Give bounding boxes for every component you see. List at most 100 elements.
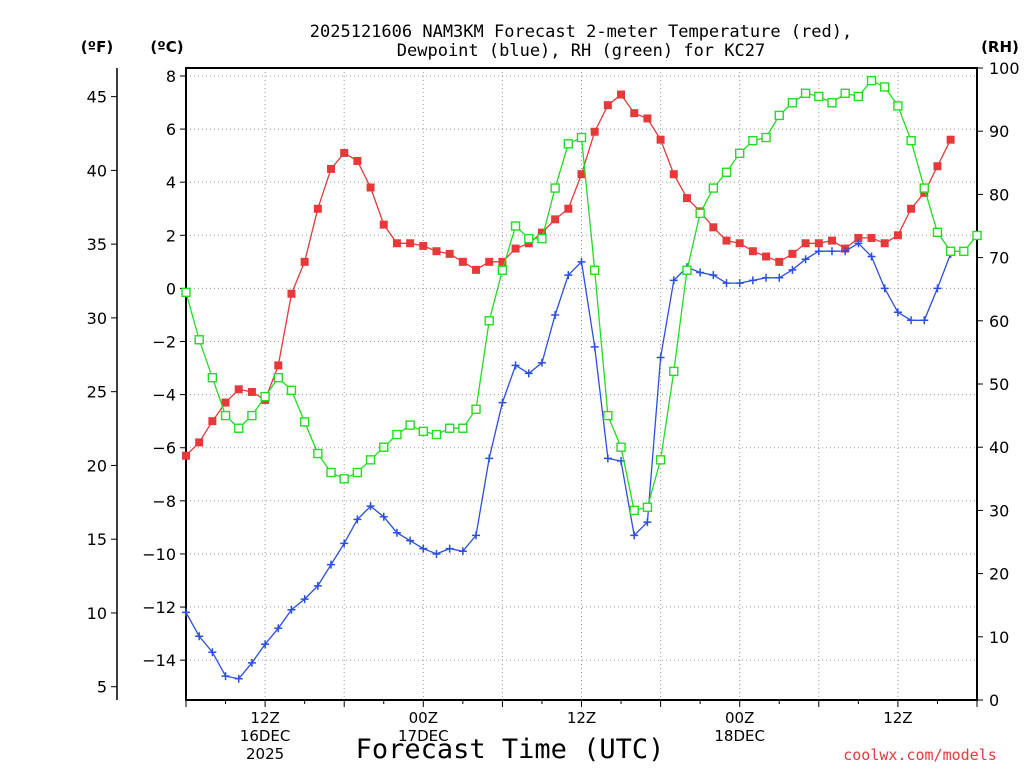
- temperature-point: [537, 228, 546, 237]
- dewpoint-point: [564, 271, 573, 280]
- rh-point: [365, 455, 376, 465]
- temperature-point: [353, 156, 362, 165]
- temperature-point: [603, 101, 612, 110]
- dewpoint-point: [577, 257, 586, 266]
- temperature-point: [234, 385, 243, 394]
- temperature-point: [564, 204, 573, 213]
- temperature-point: [946, 135, 955, 144]
- rh-point: [827, 98, 837, 108]
- dewpoint-point: [867, 252, 876, 261]
- dewpoint-point: [485, 454, 494, 463]
- series: [181, 75, 982, 683]
- x-tick-label: 12Z: [883, 709, 912, 727]
- dewpoint-point: [775, 273, 784, 282]
- temperature-point: [722, 236, 731, 245]
- temperature-point: [419, 241, 428, 250]
- rh-point: [642, 502, 653, 512]
- rh-point: [866, 75, 877, 86]
- temperature-point: [274, 361, 283, 370]
- rh-point: [629, 505, 639, 516]
- dewpoint-point: [630, 531, 639, 540]
- temperature-point: [432, 247, 441, 256]
- rh-point: [418, 426, 428, 437]
- rh-point: [220, 410, 231, 421]
- celsius-tick-label: −12: [142, 598, 176, 617]
- fahrenheit-tick-label: 20: [87, 456, 107, 475]
- rh-point: [524, 233, 534, 244]
- temperature-point: [485, 257, 494, 266]
- temperature-point: [669, 170, 678, 179]
- temperature-point: [379, 220, 388, 229]
- rh-point: [181, 287, 191, 298]
- rh-point: [260, 391, 270, 402]
- rh-point: [959, 246, 969, 256]
- rh-point: [431, 429, 442, 440]
- dewpoint-point: [524, 369, 533, 378]
- celsius-tick-label: −6: [152, 439, 176, 458]
- celsius-unit-label: (ºC): [150, 38, 183, 56]
- dewpoint-point: [195, 632, 204, 641]
- rh-point: [735, 148, 745, 159]
- rh-point: [339, 474, 349, 484]
- rh-point: [550, 183, 560, 193]
- rh-unit-label: (RH): [981, 38, 1019, 56]
- rh-point: [326, 467, 336, 478]
- celsius-tick-label: 6: [166, 120, 176, 139]
- dewpoint-point: [458, 547, 467, 556]
- dewpoint-point: [735, 279, 744, 288]
- rh-point: [392, 429, 402, 440]
- temperature-point: [748, 247, 757, 256]
- temperature-point: [827, 236, 836, 245]
- dewpoint-point: [748, 276, 757, 285]
- dewpoint-point: [498, 398, 507, 407]
- temperature-point: [340, 148, 349, 157]
- dewpoint-point: [511, 361, 520, 370]
- rh-point: [207, 372, 218, 383]
- rh-point: [537, 233, 547, 244]
- temperature-point: [458, 257, 467, 266]
- fahrenheit-tick-label: 35: [87, 235, 107, 254]
- dewpoint-point: [841, 247, 850, 256]
- temperature-point: [300, 257, 309, 266]
- celsius-tick-label: 4: [166, 173, 176, 192]
- rh-tick-label: 0: [989, 691, 999, 710]
- temperature-point: [907, 204, 916, 213]
- temperature-point: [656, 135, 665, 144]
- dewpoint-point: [643, 518, 652, 527]
- dewpoint-point: [419, 544, 428, 553]
- rh-line: [185, 79, 978, 512]
- celsius-tick-label: −4: [152, 386, 176, 405]
- dewpoint-point: [353, 515, 362, 524]
- temperature-point: [814, 239, 823, 248]
- dewpoint-point: [814, 247, 823, 256]
- dewpoint-point: [762, 273, 771, 282]
- rh-point: [945, 246, 956, 256]
- rh-point: [313, 448, 323, 459]
- credit-text: coolwx.com/models: [843, 746, 997, 764]
- rh-point: [840, 88, 850, 98]
- dewpoint-point: [669, 276, 678, 285]
- dewpoint-point: [261, 640, 270, 649]
- temperature-point: [762, 252, 771, 261]
- dewpoint-point: [854, 239, 863, 248]
- dewpoint-point: [300, 595, 309, 604]
- dewpoint-point: [445, 544, 454, 553]
- temperature-point: [221, 398, 230, 407]
- temperature-point: [287, 289, 296, 298]
- celsius-tick-label: 8: [166, 67, 176, 86]
- temperature-point: [445, 249, 454, 258]
- rh-point: [800, 88, 811, 98]
- dewpoint-point: [472, 531, 481, 540]
- temperature-point: [854, 233, 863, 242]
- temperature-point: [366, 183, 375, 192]
- dewpoint-point: [709, 271, 718, 280]
- temperature-point: [472, 265, 481, 274]
- rh-point: [194, 335, 204, 345]
- dewpoint-point: [221, 672, 230, 681]
- rh-point: [497, 265, 508, 275]
- fahrenheit-tick-label: 25: [87, 383, 107, 402]
- dewpoint-point: [551, 310, 560, 319]
- rh-point: [379, 442, 389, 452]
- rh-tick-label: 70: [989, 249, 1009, 268]
